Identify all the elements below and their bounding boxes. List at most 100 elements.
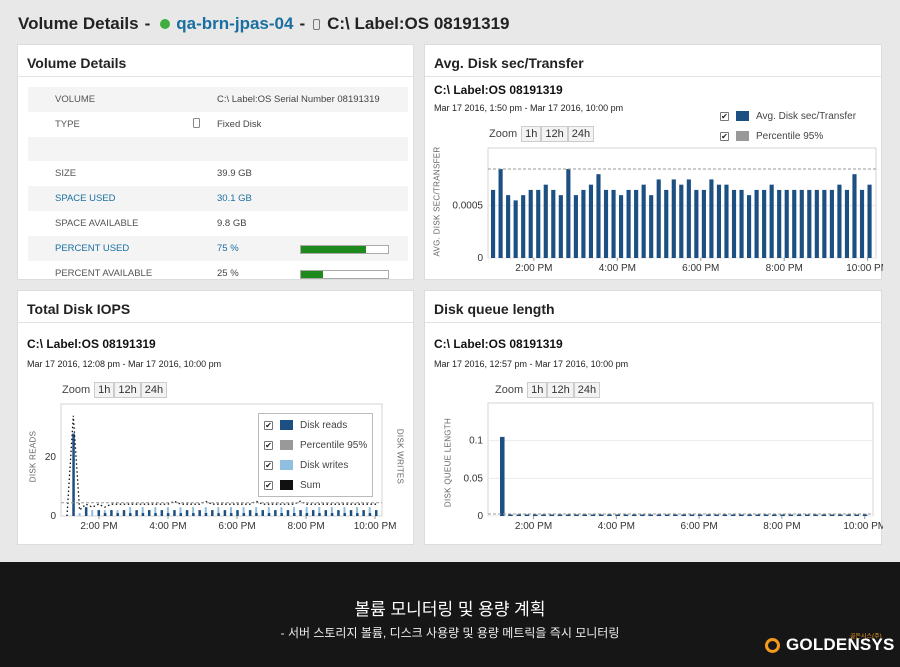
data-bar xyxy=(551,189,556,258)
data-bar xyxy=(603,189,609,258)
title-separator: - xyxy=(144,14,151,33)
legend-item-avg[interactable]: ✔ Avg. Disk sec/Transfer xyxy=(720,106,856,126)
checkbox-icon[interactable]: ✔ xyxy=(720,131,729,141)
data-bar xyxy=(536,189,541,258)
reads-bar xyxy=(166,513,170,516)
x-tick-label: 8:00 PM xyxy=(287,521,324,532)
row-label: SIZE xyxy=(55,168,77,180)
brand-name: GOLDENSYS xyxy=(786,635,895,654)
legend-label: Percentile 95% xyxy=(756,130,824,142)
reads-bar xyxy=(337,510,340,516)
volume-name: C:\ Label:OS 08191319 xyxy=(327,14,510,33)
reads-bar xyxy=(311,510,315,516)
data-bar xyxy=(714,514,719,516)
data-bar xyxy=(611,189,616,258)
table-row: PERCENT AVAILABLE 25 % xyxy=(28,261,408,286)
data-bar xyxy=(805,514,810,516)
chart-subtitle: C:\ Label:OS 08191319 xyxy=(434,337,563,351)
legend-item-writes[interactable]: ✔ Disk writes xyxy=(264,455,367,475)
reads-bar xyxy=(274,510,277,516)
legend-item-percentile[interactable]: ✔ Percentile 95% xyxy=(264,435,367,455)
row-label: VOLUME xyxy=(55,94,96,105)
zoom-12h-button[interactable]: 12h xyxy=(541,126,568,142)
row-value[interactable]: 75 % xyxy=(217,242,239,254)
reads-bar xyxy=(368,513,372,516)
chart-date-range: Mar 17 2016, 1:50 pm - Mar 17 2016, 10:0… xyxy=(434,103,624,113)
data-bar xyxy=(521,195,526,258)
reads-bar xyxy=(267,513,271,516)
data-bar xyxy=(607,514,612,516)
zoom-24h-button[interactable]: 24h xyxy=(573,382,601,398)
disk-queue-panel: Disk queue length C:\ Label:OS 08191319 … xyxy=(424,290,883,545)
x-tick-label: 6:00 PM xyxy=(218,521,255,532)
y-tick-label: 0 xyxy=(477,253,483,264)
x-tick-label: 10:00 PM xyxy=(843,521,883,532)
zoom-label: Zoom xyxy=(495,384,524,396)
legend-swatch xyxy=(736,131,749,141)
checkbox-icon[interactable]: ✔ xyxy=(264,420,273,430)
data-bar xyxy=(822,189,827,258)
panel-title: Volume Details xyxy=(18,45,413,77)
x-tick-label: 6:00 PM xyxy=(682,263,719,274)
y-tick-label: 0.1 xyxy=(469,436,483,447)
disk-icon xyxy=(193,117,200,128)
data-bar xyxy=(491,189,496,258)
row-label[interactable]: PERCENT USED xyxy=(55,242,130,254)
data-bar xyxy=(532,514,538,516)
row-value[interactable]: 30.1 GB xyxy=(217,193,252,205)
data-bar xyxy=(694,189,699,258)
legend-swatch xyxy=(736,111,749,121)
data-bar xyxy=(854,514,860,516)
table-row: VOLUME C:\ Label:OS Serial Number 0819131… xyxy=(28,87,408,112)
zoom-12h-button[interactable]: 12h xyxy=(547,382,574,398)
data-bar xyxy=(867,184,872,258)
data-bar xyxy=(837,184,842,258)
y-tick-label: 0.05 xyxy=(464,473,484,484)
data-bar xyxy=(598,514,604,516)
zoom-1h-button[interactable]: 1h xyxy=(527,382,548,398)
footer-subtitle: - 서버 스토리지 볼륨, 디스크 사용량 및 용량 메트릭을 즉시 모니터링 xyxy=(280,626,620,640)
row-value: 9.8 GB xyxy=(217,217,247,229)
data-bar xyxy=(498,168,503,258)
brand-tagline: 골든시스(주) xyxy=(850,634,882,640)
data-bar xyxy=(557,514,563,516)
volume-details-panel: Volume Details VOLUME C:\ Label:OS Serial… xyxy=(17,44,414,280)
reads-bar xyxy=(343,513,346,516)
table-row: SPACE AVAILABLE 9.8 GB xyxy=(28,211,408,236)
page-header: Volume Details - qa-brn-jpas-04 - C:\ La… xyxy=(18,12,509,36)
legend-label: Percentile 95% xyxy=(300,439,368,451)
x-tick-label: 2:00 PM xyxy=(80,521,117,532)
checkbox-icon[interactable]: ✔ xyxy=(264,480,273,490)
reads-bar xyxy=(280,513,283,516)
reads-bar xyxy=(135,510,138,516)
data-bar xyxy=(731,189,737,258)
data-bar xyxy=(626,189,631,258)
footer-banner: 볼륨 모니터링 및 용량 계획 - 서버 스토리지 볼륨, 디스크 사용량 및 … xyxy=(0,562,900,667)
checkbox-icon[interactable]: ✔ xyxy=(264,460,273,470)
data-bar xyxy=(763,514,769,516)
zoom-1h-button[interactable]: 1h xyxy=(94,382,115,398)
legend-item-sum[interactable]: ✔ Sum xyxy=(264,475,367,495)
legend-item-percentile[interactable]: ✔ Percentile 95% xyxy=(720,126,856,146)
checkbox-icon[interactable]: ✔ xyxy=(720,111,729,121)
data-bar xyxy=(634,189,639,258)
reads-bar xyxy=(330,513,334,516)
zoom-label: Zoom xyxy=(62,384,91,396)
legend-item-reads[interactable]: ✔ Disk reads xyxy=(264,415,367,435)
data-bar xyxy=(641,184,646,258)
data-bar xyxy=(747,195,752,258)
zoom-24h-button[interactable]: 24h xyxy=(567,126,595,142)
usage-progress-fill xyxy=(301,270,323,278)
data-bar xyxy=(565,514,571,516)
data-bar xyxy=(581,189,586,258)
data-bar xyxy=(829,189,834,258)
checkbox-icon[interactable]: ✔ xyxy=(264,440,273,450)
legend-label: Sum xyxy=(300,479,321,491)
zoom-12h-button[interactable]: 12h xyxy=(114,382,141,398)
row-label[interactable]: SPACE USED xyxy=(55,193,116,205)
reads-bar xyxy=(318,513,321,516)
zoom-1h-button[interactable]: 1h xyxy=(521,126,542,142)
reads-bar xyxy=(324,510,328,516)
zoom-24h-button[interactable]: 24h xyxy=(140,382,168,398)
node-link[interactable]: qa-brn-jpas-04 xyxy=(176,14,294,33)
